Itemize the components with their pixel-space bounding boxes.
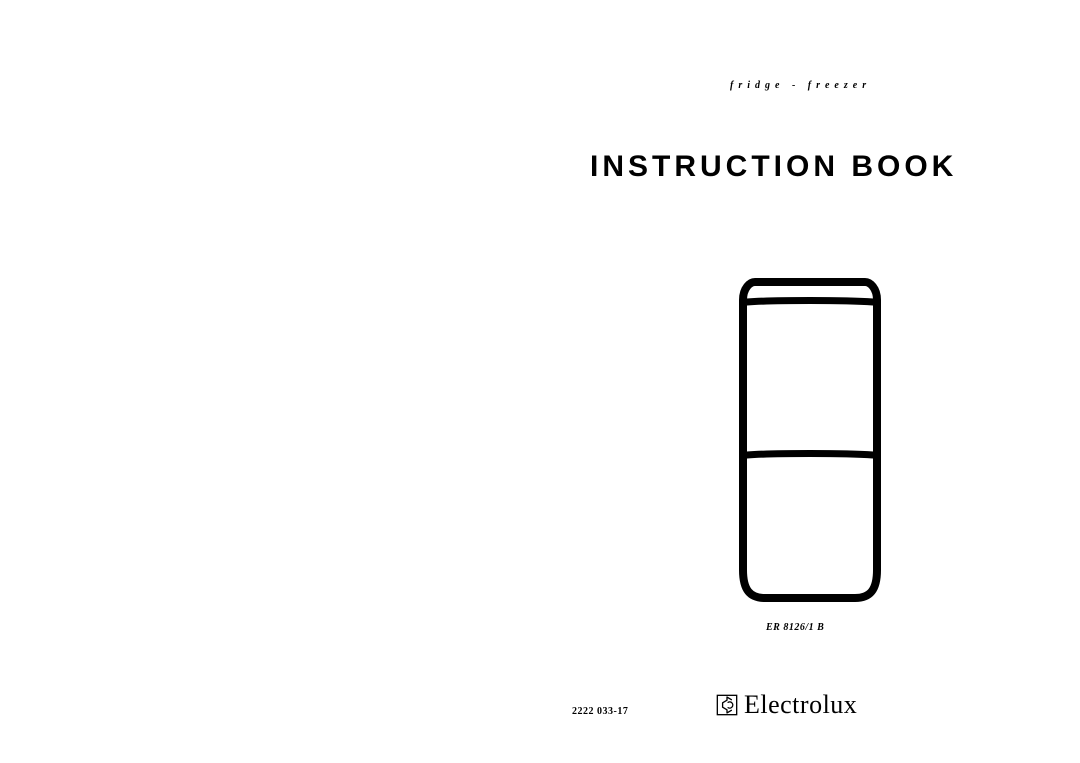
model-number: ER 8126/1 B (766, 622, 824, 633)
document-number: 2222 033-17 (572, 706, 628, 717)
product-category-subtitle: fridge - freezer (730, 80, 871, 91)
fridge-illustration (735, 270, 885, 610)
brand-logo: Electrolux (716, 690, 857, 720)
document-title: INSTRUCTION BOOK (590, 150, 957, 184)
electrolux-icon (716, 694, 738, 716)
brand-text: Electrolux (744, 690, 857, 720)
